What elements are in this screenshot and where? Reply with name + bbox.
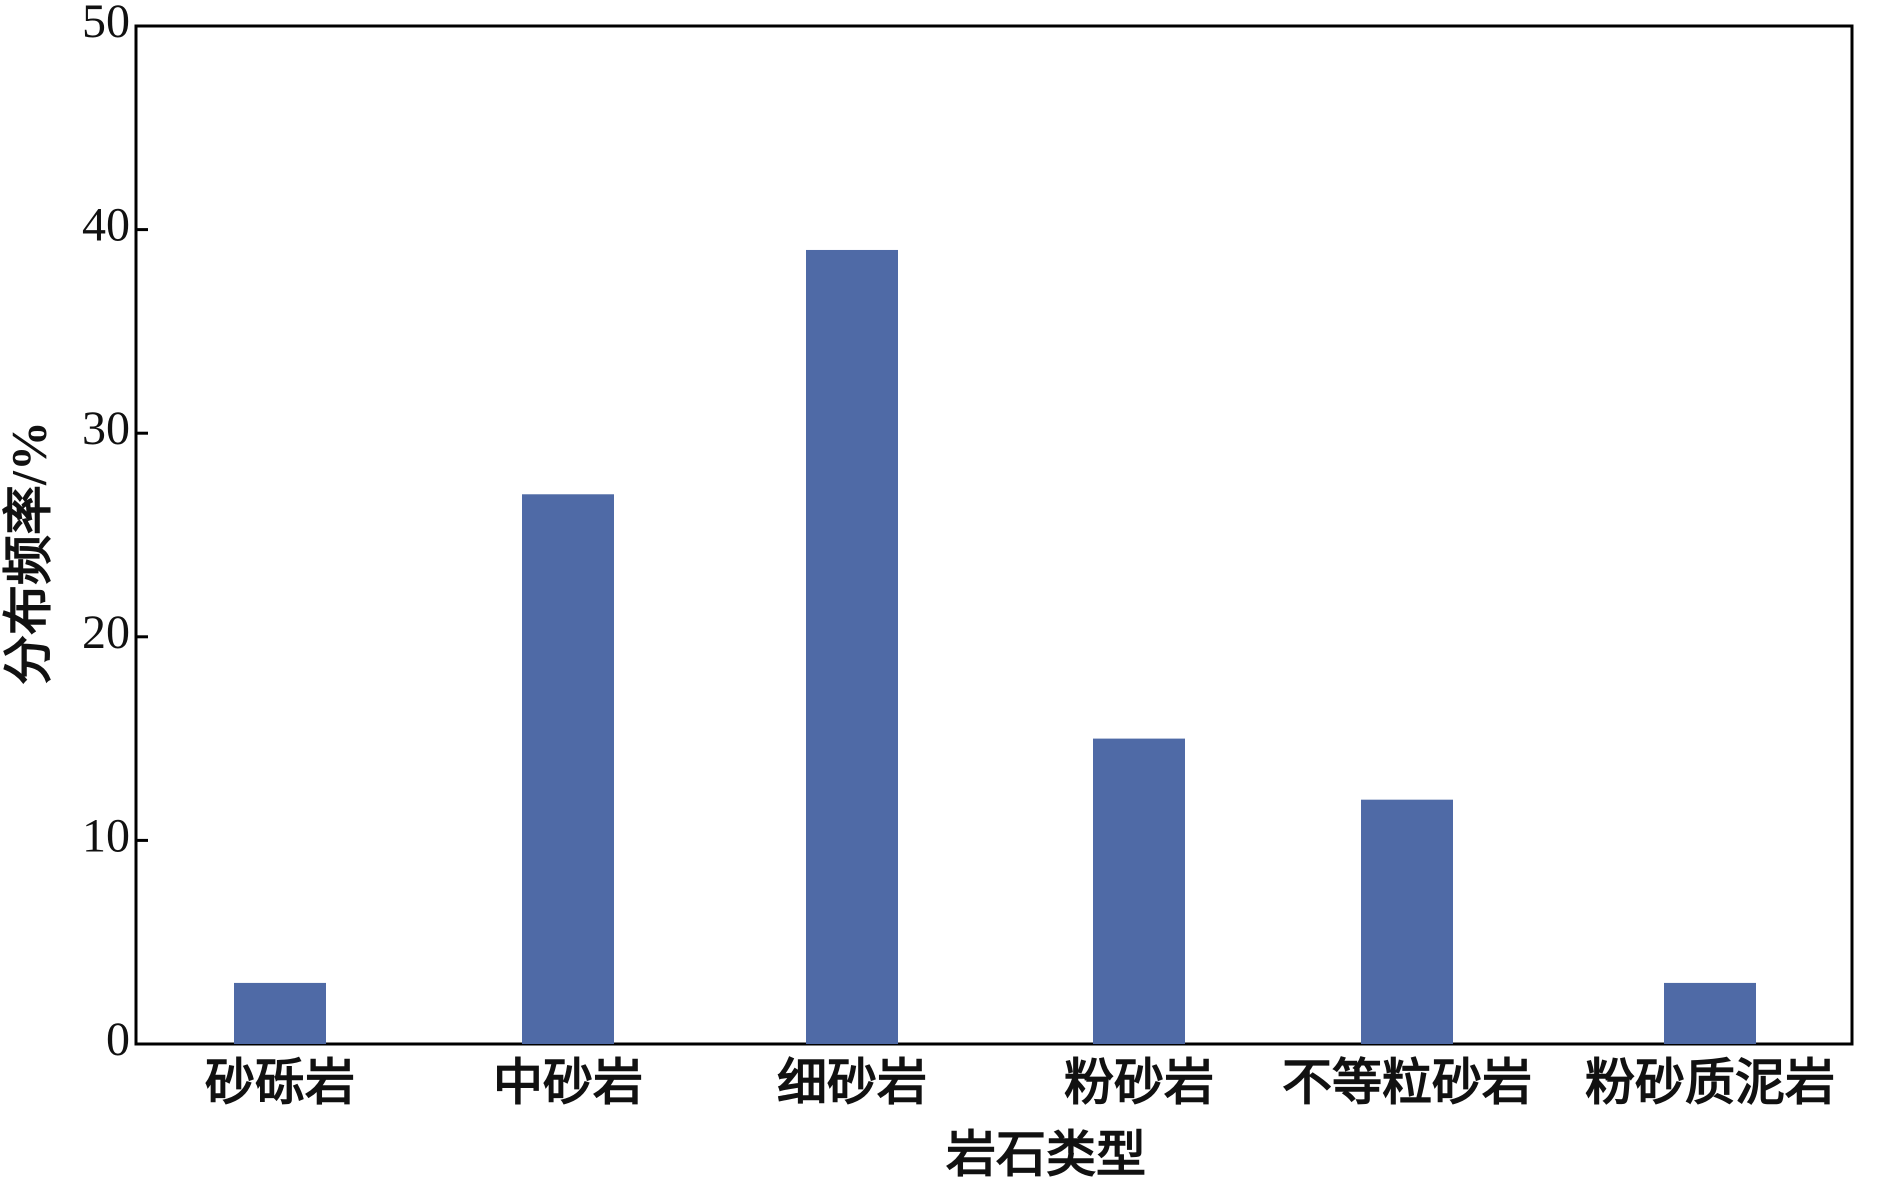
bar [234, 982, 326, 1044]
x-tick-label: 细砂岩 [777, 1054, 927, 1110]
bar [1664, 982, 1756, 1044]
x-tick-label: 中砂岩 [493, 1054, 643, 1110]
bar [806, 249, 898, 1044]
bar [522, 494, 614, 1044]
y-tick-label: 0 [106, 1013, 130, 1066]
bar [1093, 738, 1185, 1044]
y-axis-title: 分布频率/% [0, 421, 56, 685]
x-tick-label: 粉砂质泥岩 [1585, 1054, 1835, 1110]
x-tick-label: 不等粒砂岩 [1282, 1054, 1532, 1110]
plot-frame [134, 24, 1854, 1046]
y-tick-label: 20 [82, 606, 130, 659]
bar [1361, 799, 1453, 1044]
x-axis-title: 岩石类型 [946, 1126, 1146, 1182]
x-tick-label: 粉砂岩 [1064, 1054, 1214, 1110]
x-tick-label: 砂砾岩 [205, 1054, 355, 1110]
y-tick-label: 30 [82, 402, 130, 455]
y-tick-label: 50 [82, 0, 130, 48]
y-tick-label: 10 [82, 809, 130, 862]
y-tick-label: 40 [82, 199, 130, 252]
